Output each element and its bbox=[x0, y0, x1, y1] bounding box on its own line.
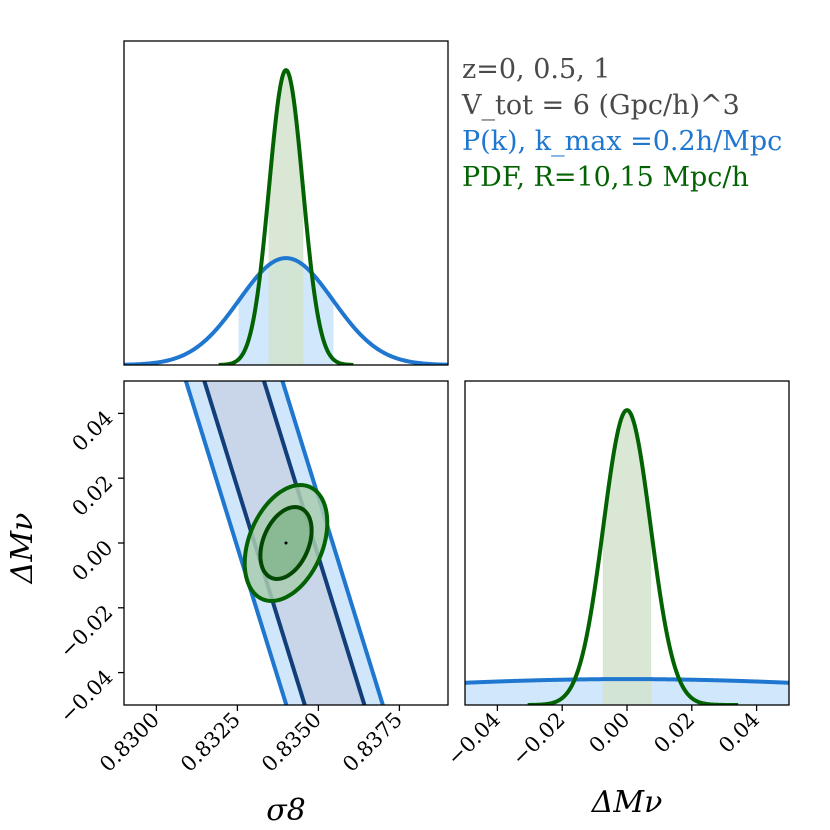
ytick-dmnu-label: −0.02 bbox=[55, 600, 117, 662]
ytick-dmnu-label: 0.00 bbox=[67, 536, 117, 586]
legend-volume: V_tot = 6 (Gpc/h)^3 bbox=[462, 90, 740, 121]
pdf-dmnu-fill bbox=[602, 409, 652, 705]
legend-pdf: PDF, R=10,15 Mpc/h bbox=[462, 162, 749, 193]
xtick-sigma8-label: 0.8350 bbox=[257, 708, 326, 777]
xtick-dmnu-label: −0.04 bbox=[442, 708, 504, 770]
panel-sigma8-frame bbox=[123, 40, 449, 366]
xtick-dmnu-label: 0.00 bbox=[584, 708, 634, 758]
panel-sigma8-marginal bbox=[123, 40, 449, 366]
pk-outer-left-edge bbox=[183, 381, 289, 705]
xlabel-dmnu: ΔMν bbox=[591, 785, 663, 820]
panel-sigma8-vs-dmnu: 0.8300 0.8325 0.8350 0.8375 −0.04−0.02 0.00 0.… bbox=[5, 380, 449, 828]
xtick-dmnu-label: 0.02 bbox=[649, 708, 699, 758]
pdf-sigma8-curve bbox=[218, 68, 354, 365]
ytick-dmnu-label: 0.04 bbox=[67, 406, 117, 456]
xtick-dmnu-label: −0.02 bbox=[507, 708, 569, 770]
xlabel-sigma8: σ8 bbox=[266, 793, 306, 828]
panel-dmnu-marginal: −0.04 −0.02 0.00 0.02 0.04 ΔMν bbox=[442, 380, 790, 820]
legend-redshifts: z=0, 0.5, 1 bbox=[462, 54, 611, 85]
pdf-sigma8-fill bbox=[268, 69, 304, 365]
ylabel-dmnu: ΔMν bbox=[5, 513, 40, 585]
pk-sigma8-curve bbox=[124, 256, 448, 365]
legend-pk: P(k), k_max =0.2h/Mpc bbox=[462, 126, 783, 157]
xtick-dmnu-label: 0.04 bbox=[714, 708, 764, 758]
ytick-dmnu-label: 0.02 bbox=[67, 471, 117, 521]
ytick-dmnu-label: −0.04 bbox=[55, 665, 117, 727]
pk-outer-right-edge bbox=[280, 381, 385, 705]
fiducial-point bbox=[284, 541, 288, 545]
legend: z=0, 0.5, 1 V_tot = 6 (Gpc/h)^3 P(k), k_… bbox=[462, 52, 782, 196]
pk-dmnu-curve bbox=[465, 677, 789, 685]
xtick-sigma8-label: 0.8325 bbox=[176, 708, 245, 777]
xtick-sigma8-label: 0.8300 bbox=[95, 708, 164, 777]
pdf-dmnu-curve bbox=[527, 408, 739, 705]
xtick-sigma8-label: 0.8375 bbox=[338, 708, 407, 777]
